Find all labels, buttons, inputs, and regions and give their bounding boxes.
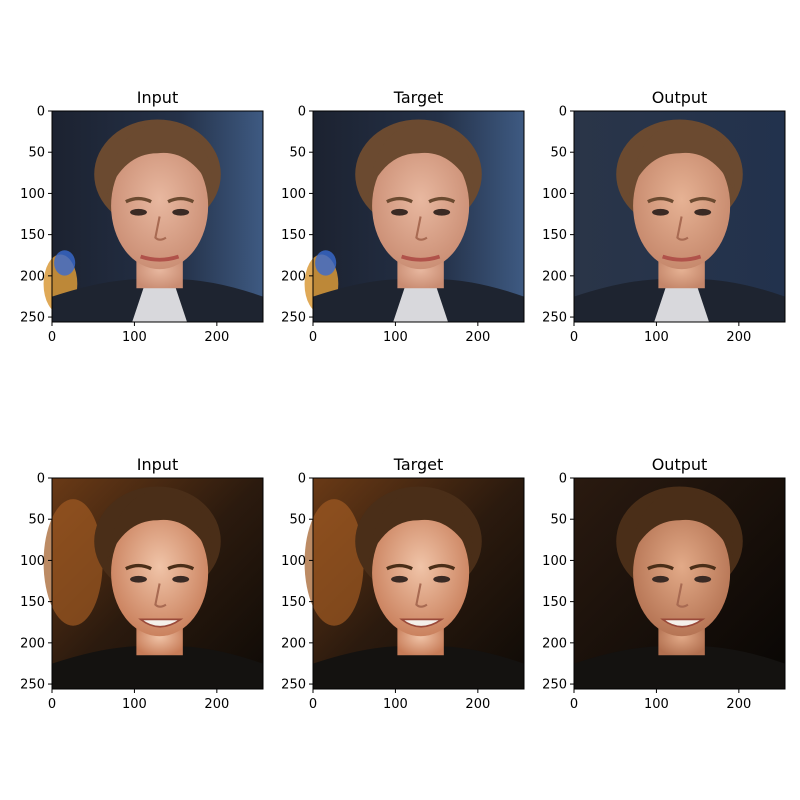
axes-frame — [573, 477, 786, 690]
axes-frame — [573, 110, 786, 323]
y-tick-label: 0 — [298, 472, 306, 487]
y-tick-label: 100 — [281, 554, 306, 569]
x-tick-label: 0 — [309, 697, 317, 712]
y-tick-label: 200 — [20, 636, 45, 651]
y-tick-label: 0 — [298, 105, 306, 120]
x-tick-label: 200 — [726, 330, 751, 345]
axes-frame — [51, 110, 264, 323]
y-tick-label: 100 — [542, 187, 567, 202]
y-tick-label: 200 — [542, 269, 567, 284]
panel-title: Output — [652, 455, 708, 474]
y-tick-label: 50 — [289, 513, 306, 528]
y-tick-label: 0 — [37, 105, 45, 120]
y-tick-label: 250 — [20, 311, 45, 326]
y-tick-label: 0 — [559, 472, 567, 487]
panel-title: Target — [393, 88, 444, 107]
axes-frame — [312, 110, 525, 323]
panel-title: Input — [137, 88, 178, 107]
panel-title: Target — [393, 455, 444, 474]
x-tick-label: 200 — [465, 697, 490, 712]
y-tick-label: 200 — [281, 269, 306, 284]
y-tick-label: 250 — [281, 311, 306, 326]
x-tick-label: 200 — [726, 697, 751, 712]
face-portrait-man-1-output — [574, 111, 785, 322]
x-tick-label: 100 — [644, 697, 669, 712]
x-tick-label: 200 — [204, 697, 229, 712]
x-tick-label: 100 — [383, 330, 408, 345]
x-tick-label: 0 — [570, 330, 578, 345]
y-tick-label: 200 — [281, 636, 306, 651]
y-tick-label: 250 — [20, 678, 45, 693]
y-tick-label: 150 — [20, 228, 45, 243]
y-tick-label: 50 — [28, 146, 45, 161]
panel-title: Input — [137, 455, 178, 474]
y-tick-label: 150 — [281, 228, 306, 243]
y-tick-label: 150 — [20, 595, 45, 610]
x-tick-label: 0 — [48, 330, 56, 345]
face-portrait-man-2-target — [304, 478, 524, 689]
x-tick-label: 200 — [204, 330, 229, 345]
y-tick-label: 0 — [559, 105, 567, 120]
axes-frame — [312, 477, 525, 690]
x-tick-label: 100 — [122, 697, 147, 712]
y-tick-label: 250 — [542, 678, 567, 693]
y-tick-label: 150 — [281, 595, 306, 610]
y-tick-label: 250 — [542, 311, 567, 326]
axes-frame — [51, 477, 264, 690]
y-tick-label: 50 — [28, 513, 45, 528]
x-tick-label: 100 — [644, 330, 669, 345]
y-tick-label: 250 — [281, 678, 306, 693]
y-tick-label: 50 — [550, 513, 567, 528]
x-tick-label: 100 — [122, 330, 147, 345]
face-portrait-man-2-input — [43, 478, 263, 689]
y-tick-label: 50 — [289, 146, 306, 161]
face-portrait-man-1-target — [304, 111, 524, 322]
face-portrait-man-2-output — [574, 478, 785, 689]
x-tick-label: 100 — [383, 697, 408, 712]
y-tick-label: 150 — [542, 595, 567, 610]
y-tick-label: 150 — [542, 228, 567, 243]
y-tick-label: 50 — [550, 146, 567, 161]
y-tick-label: 100 — [542, 554, 567, 569]
x-tick-label: 0 — [309, 330, 317, 345]
x-tick-label: 0 — [570, 697, 578, 712]
y-tick-label: 100 — [20, 187, 45, 202]
face-portrait-man-1-input — [43, 111, 263, 322]
y-tick-label: 100 — [20, 554, 45, 569]
y-tick-label: 100 — [281, 187, 306, 202]
y-tick-label: 200 — [542, 636, 567, 651]
x-tick-label: 200 — [465, 330, 490, 345]
x-tick-label: 0 — [48, 697, 56, 712]
panel-title: Output — [652, 88, 708, 107]
y-tick-label: 200 — [20, 269, 45, 284]
y-tick-label: 0 — [37, 472, 45, 487]
